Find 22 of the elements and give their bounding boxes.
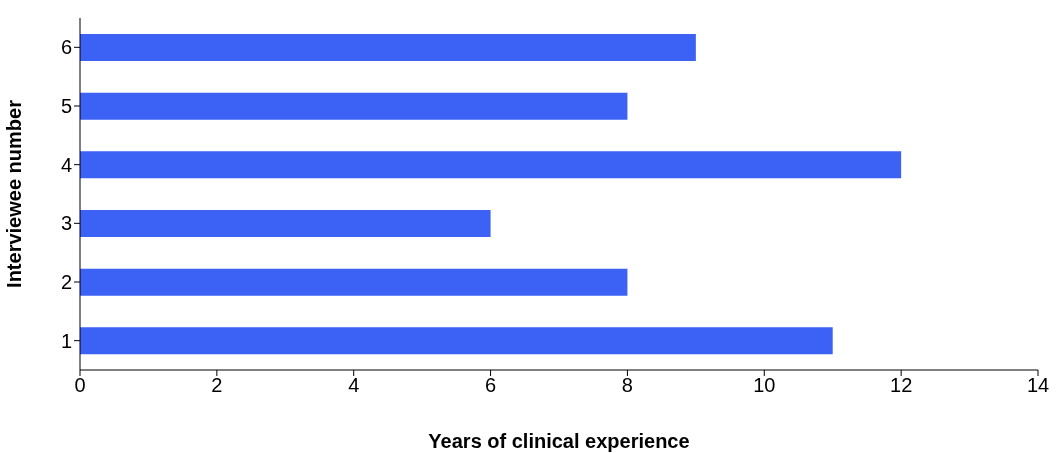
y-axis-title: Interviewee number: [3, 99, 26, 288]
bar: [80, 327, 833, 355]
bar: [80, 210, 491, 237]
y-tick-label: 1: [60, 329, 72, 352]
bar: [80, 268, 628, 296]
y-tick-label: 5: [60, 95, 72, 118]
x-tick-label: 4: [348, 374, 360, 397]
y-tick-label: 6: [60, 36, 72, 59]
y-tick-label: 4: [60, 153, 72, 176]
bar: [80, 34, 696, 61]
x-tick-label: 12: [890, 374, 913, 397]
x-tick-label: 6: [485, 374, 497, 397]
y-tick-label: 3: [60, 212, 72, 235]
x-tick-label: 10: [753, 374, 776, 397]
x-tick-label: 2: [211, 374, 223, 397]
x-tick-label: 0: [74, 374, 86, 397]
bar: [80, 92, 628, 120]
x-tick-label: 8: [621, 374, 633, 397]
x-tick-label: 14: [1026, 374, 1050, 397]
x-axis-title: Years of clinical experience: [428, 430, 690, 452]
y-tick-label: 2: [60, 271, 72, 294]
bar: [80, 151, 902, 179]
